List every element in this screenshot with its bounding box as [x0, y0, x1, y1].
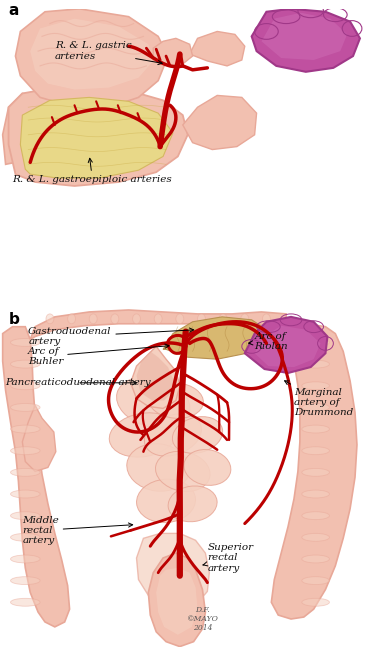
Ellipse shape — [302, 446, 329, 455]
Ellipse shape — [302, 555, 329, 563]
Polygon shape — [156, 568, 198, 635]
Ellipse shape — [302, 490, 329, 498]
Text: b: b — [8, 312, 20, 327]
Polygon shape — [255, 326, 321, 367]
Ellipse shape — [172, 417, 223, 454]
Ellipse shape — [89, 314, 97, 324]
Polygon shape — [271, 324, 357, 619]
Ellipse shape — [219, 314, 227, 324]
Ellipse shape — [11, 338, 40, 347]
Polygon shape — [3, 93, 60, 165]
Ellipse shape — [11, 598, 40, 607]
Ellipse shape — [11, 382, 40, 389]
Ellipse shape — [11, 469, 40, 476]
Polygon shape — [245, 317, 328, 373]
Ellipse shape — [109, 413, 177, 457]
Text: R. & L. gastroepiploic arteries: R. & L. gastroepiploic arteries — [13, 158, 172, 183]
Ellipse shape — [11, 404, 40, 411]
Ellipse shape — [11, 577, 40, 584]
Ellipse shape — [11, 360, 40, 368]
Text: a: a — [8, 3, 19, 17]
Polygon shape — [137, 533, 209, 609]
Ellipse shape — [302, 598, 329, 607]
Ellipse shape — [302, 512, 329, 520]
Text: Arc of
Riolan: Arc of Riolan — [249, 332, 288, 351]
Ellipse shape — [302, 404, 329, 411]
Ellipse shape — [11, 425, 40, 433]
Polygon shape — [137, 351, 174, 400]
Ellipse shape — [11, 446, 40, 455]
Text: Marginal
artery of
Drummond: Marginal artery of Drummond — [284, 381, 353, 417]
Text: Arc of
Buhler: Arc of Buhler — [28, 344, 169, 366]
Polygon shape — [262, 13, 347, 60]
Polygon shape — [15, 9, 168, 107]
Text: Superior
rectal
artery: Superior rectal artery — [203, 543, 254, 573]
Ellipse shape — [137, 479, 195, 523]
Ellipse shape — [132, 314, 141, 324]
Ellipse shape — [46, 314, 54, 324]
Ellipse shape — [148, 383, 204, 419]
Polygon shape — [163, 317, 266, 359]
Ellipse shape — [11, 555, 40, 563]
Ellipse shape — [302, 533, 329, 541]
Ellipse shape — [11, 533, 40, 541]
Ellipse shape — [144, 414, 201, 456]
Ellipse shape — [127, 444, 190, 491]
Polygon shape — [20, 97, 173, 178]
Ellipse shape — [117, 377, 190, 428]
Ellipse shape — [176, 314, 184, 324]
Text: Pancreaticoduodenal artery: Pancreaticoduodenal artery — [6, 378, 151, 388]
Ellipse shape — [68, 314, 75, 324]
Ellipse shape — [184, 450, 231, 485]
Polygon shape — [131, 347, 180, 408]
Polygon shape — [148, 553, 205, 647]
Polygon shape — [252, 9, 360, 72]
Text: D.F.
©MAYO
2014: D.F. ©MAYO 2014 — [187, 606, 218, 632]
Ellipse shape — [11, 490, 40, 498]
Ellipse shape — [302, 577, 329, 584]
Ellipse shape — [302, 338, 329, 347]
Ellipse shape — [198, 314, 205, 324]
Text: Gastroduodenal
artery: Gastroduodenal artery — [28, 327, 194, 346]
Polygon shape — [8, 87, 188, 186]
Ellipse shape — [241, 314, 249, 324]
Polygon shape — [153, 38, 192, 66]
Ellipse shape — [302, 382, 329, 389]
Text: Middle
rectal
artery: Middle rectal artery — [22, 516, 132, 546]
Text: R. & L. gastric
arteries: R. & L. gastric arteries — [55, 41, 162, 65]
Polygon shape — [183, 95, 256, 150]
Polygon shape — [30, 19, 153, 89]
Polygon shape — [190, 32, 245, 66]
Polygon shape — [3, 327, 70, 627]
Polygon shape — [30, 310, 286, 340]
Ellipse shape — [111, 314, 119, 324]
Polygon shape — [22, 406, 56, 471]
Ellipse shape — [154, 314, 162, 324]
Ellipse shape — [168, 486, 217, 522]
Ellipse shape — [302, 469, 329, 476]
Ellipse shape — [11, 512, 40, 520]
Ellipse shape — [156, 451, 210, 491]
Ellipse shape — [302, 360, 329, 368]
Ellipse shape — [262, 314, 270, 324]
Ellipse shape — [302, 425, 329, 433]
